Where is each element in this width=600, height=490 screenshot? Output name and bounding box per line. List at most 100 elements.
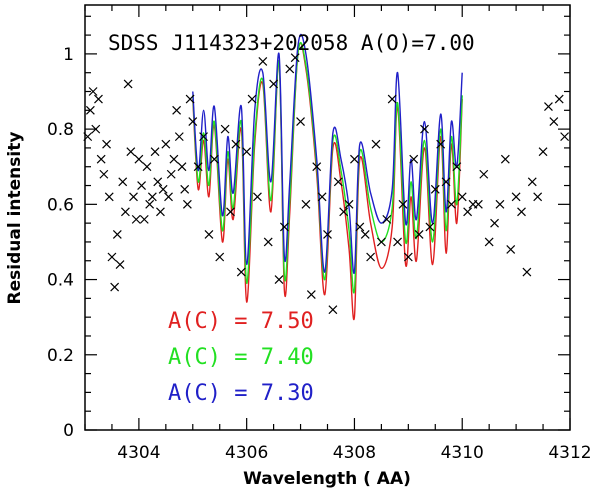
x-tick-label: 4308 (333, 443, 376, 463)
y-tick-label: 0.6 (47, 195, 74, 215)
observed-point (83, 132, 93, 142)
observed-point (145, 199, 155, 209)
observed-point (554, 94, 564, 104)
x-tick-label: 4310 (441, 443, 484, 463)
observed-point (209, 154, 219, 164)
observed-point (495, 199, 505, 209)
observed-point (258, 56, 268, 66)
legend-entry-740: A(C) = 7.40 (168, 345, 314, 370)
legend-entry-750: A(C) = 7.50 (168, 309, 314, 334)
observed-point (393, 237, 402, 247)
observed-point (382, 214, 392, 224)
observed-point (371, 139, 381, 149)
observed-point (517, 207, 526, 217)
legend: A(C) = 7.50 A(C) = 7.40 A(C) = 7.30 (168, 309, 314, 406)
observed-point (226, 207, 235, 217)
observed-point (387, 94, 397, 104)
observed-point (188, 117, 198, 127)
observed-point (174, 132, 184, 142)
observed-point (139, 214, 149, 224)
observed-point (409, 154, 419, 164)
observed-point (91, 124, 101, 134)
observed-point (147, 192, 157, 202)
observed-point (161, 139, 171, 149)
observed-point (166, 169, 176, 179)
observed-point (115, 260, 125, 269)
series-line-1 (192, 41, 463, 294)
observed-point (506, 245, 516, 254)
observed-point (134, 154, 144, 164)
observed-point (156, 207, 165, 217)
observed-point (220, 124, 230, 134)
observed-point (549, 117, 559, 127)
observed-point (129, 192, 138, 202)
observed-point (231, 139, 241, 149)
observed-point (538, 147, 548, 157)
observed-point (158, 184, 168, 194)
observed-point (137, 181, 147, 190)
observed-point (339, 207, 349, 217)
chart-title: SDSS J114323+202058 A(O)=7.00 (108, 31, 475, 55)
observed-point (317, 192, 327, 202)
y-tick-label: 0 (63, 421, 74, 441)
observed-point (177, 162, 187, 172)
observed-point (425, 222, 435, 232)
observed-point (126, 147, 136, 157)
observed-point (236, 267, 246, 277)
x-tick-label: 4304 (117, 443, 160, 463)
observed-point (142, 162, 152, 172)
observed-point (263, 237, 273, 247)
observed-point (473, 199, 483, 209)
observed-point (104, 192, 114, 202)
observed-point (112, 230, 122, 239)
observed-point (215, 252, 225, 262)
observed-point (172, 105, 182, 115)
observed-point (420, 124, 429, 134)
observed-point (131, 214, 141, 224)
observed-point (403, 252, 413, 262)
y-tick-label: 0.2 (47, 346, 74, 366)
observed-point (269, 79, 279, 89)
observed-point (312, 162, 322, 172)
observed-point (457, 192, 467, 202)
observed-point (274, 275, 284, 284)
observed-point (110, 282, 120, 292)
observed-point (182, 199, 192, 209)
series-line-0 (192, 42, 463, 321)
series-line-2 (192, 33, 463, 275)
observed-point (447, 199, 456, 209)
observed-point (153, 177, 163, 187)
observed-point (180, 184, 190, 194)
observed-point (533, 192, 543, 202)
y-tick-label: 0.4 (47, 271, 74, 291)
model-series (192, 33, 463, 321)
observed-point (102, 139, 111, 149)
observed-point (414, 230, 424, 239)
observed-point (290, 53, 300, 63)
observed-point (123, 79, 133, 89)
plot-frame (84, 4, 571, 431)
observed-point (350, 154, 359, 164)
legend-entry-730: A(C) = 7.30 (168, 381, 314, 406)
observed-point (560, 132, 570, 142)
observed-point (99, 169, 109, 179)
observed-point (296, 117, 305, 127)
observed-point (333, 177, 343, 187)
observed-point (169, 154, 179, 164)
observed-point (94, 94, 103, 104)
observed-point (360, 230, 370, 239)
observed-point (107, 252, 117, 262)
y-tick-label: 0.8 (47, 120, 74, 140)
observed-point (185, 94, 195, 104)
observed-point (436, 139, 446, 149)
observed-point (150, 147, 160, 157)
observed-point (500, 154, 510, 164)
observed-point (463, 207, 473, 217)
observed-point (527, 177, 537, 187)
observed-point (479, 169, 489, 179)
observed-point (279, 222, 289, 232)
observed-point (285, 64, 295, 74)
observed-point (306, 290, 316, 300)
observed-point (544, 102, 553, 111)
observed-point (366, 252, 376, 262)
